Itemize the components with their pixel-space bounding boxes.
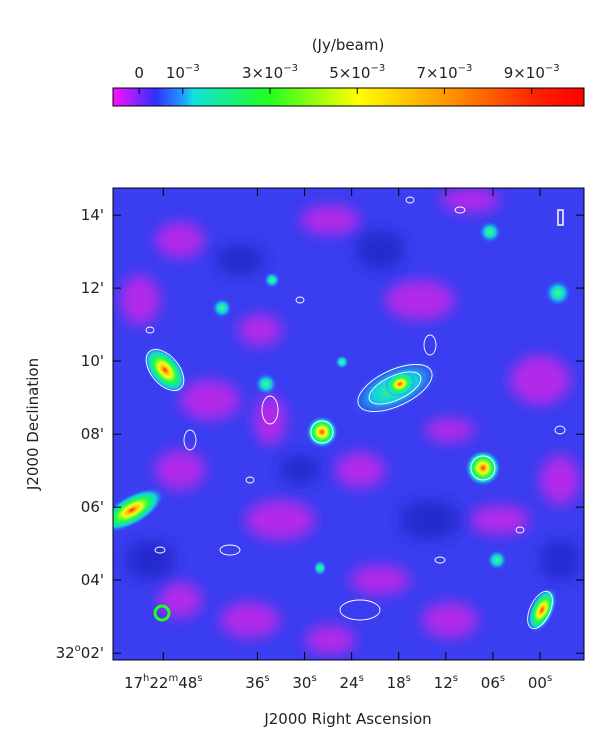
label-part: 9×10 — [504, 64, 545, 82]
label-part: 06 — [481, 674, 500, 692]
colorbar-label: (Jy/beam) — [312, 36, 385, 54]
label-part: 24 — [339, 674, 358, 692]
superscript: s — [359, 673, 364, 684]
colorbar — [112, 87, 585, 107]
tick-label: 10' — [81, 352, 104, 370]
superscript: s — [547, 673, 552, 684]
label-part: 30 — [292, 674, 311, 692]
label-part: 0 — [134, 64, 144, 82]
tick-label: 10−3 — [166, 63, 200, 82]
tick-label: 30s — [292, 673, 316, 692]
tick-label: 5×10−3 — [329, 63, 385, 82]
tick-label: 3×10−3 — [242, 63, 298, 82]
superscript: −3 — [185, 63, 200, 74]
tick-label: 04' — [81, 571, 104, 589]
tick-label: 18s — [387, 673, 411, 692]
label-part: 00 — [528, 674, 547, 692]
tick-label: 12s — [434, 673, 458, 692]
label-part: 14' — [81, 206, 104, 224]
tick-label: 0 — [134, 64, 144, 82]
label-part: 7×10 — [416, 64, 457, 82]
superscript: s — [311, 673, 316, 684]
tick-label: 06s — [481, 673, 505, 692]
superscript: −3 — [545, 63, 560, 74]
tick-label: 24s — [339, 673, 363, 692]
label-part: 08' — [81, 425, 104, 443]
label-part: 12 — [434, 674, 453, 692]
tick-label: 12' — [81, 279, 104, 297]
label-part: 5×10 — [329, 64, 370, 82]
label-part: 48 — [178, 674, 197, 692]
y-axis-label: J2000 Declination — [24, 358, 42, 491]
tick-label: 14' — [81, 206, 104, 224]
tick-label: 00s — [528, 673, 552, 692]
superscript: h — [143, 673, 149, 684]
superscript: s — [406, 673, 411, 684]
label-part: 3×10 — [242, 64, 283, 82]
tick-label: 9×10−3 — [504, 63, 560, 82]
x-axis-label: J2000 Right Ascension — [263, 710, 431, 728]
label-part: 22 — [149, 674, 168, 692]
superscript: m — [168, 673, 178, 684]
tick-label: 08' — [81, 425, 104, 443]
superscript: −3 — [283, 63, 298, 74]
label-part: 17 — [124, 674, 143, 692]
label-part: 04' — [81, 571, 104, 589]
superscript: s — [264, 673, 269, 684]
label-part: 02' — [81, 644, 104, 662]
superscript: s — [197, 673, 202, 684]
label-part: 10' — [81, 352, 104, 370]
superscript: s — [453, 673, 458, 684]
superscript: o — [75, 643, 81, 654]
label-part: 12' — [81, 279, 104, 297]
superscript: −3 — [370, 63, 385, 74]
tick-label: 06' — [81, 498, 104, 516]
map-frame — [112, 187, 585, 661]
tick-label: 7×10−3 — [416, 63, 472, 82]
label-part: 06' — [81, 498, 104, 516]
label-part: 18 — [387, 674, 406, 692]
superscript: s — [500, 673, 505, 684]
superscript: −3 — [458, 63, 473, 74]
sky-image — [113, 188, 584, 660]
tick-label: 17h22m48s — [124, 673, 203, 692]
label-part: 10 — [166, 64, 185, 82]
label-part: 36 — [245, 674, 264, 692]
label-part: 32 — [56, 644, 75, 662]
tick-label: 32o02' — [56, 643, 104, 662]
tick-label: 36s — [245, 673, 269, 692]
